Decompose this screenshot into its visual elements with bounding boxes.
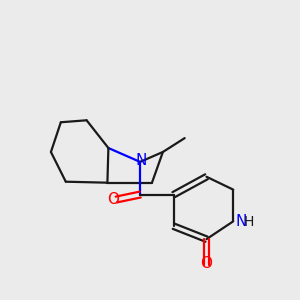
Text: N: N: [235, 214, 247, 229]
Text: H: H: [243, 215, 254, 229]
Text: O: O: [107, 192, 119, 207]
Text: O: O: [200, 256, 212, 272]
Text: N: N: [135, 153, 147, 168]
